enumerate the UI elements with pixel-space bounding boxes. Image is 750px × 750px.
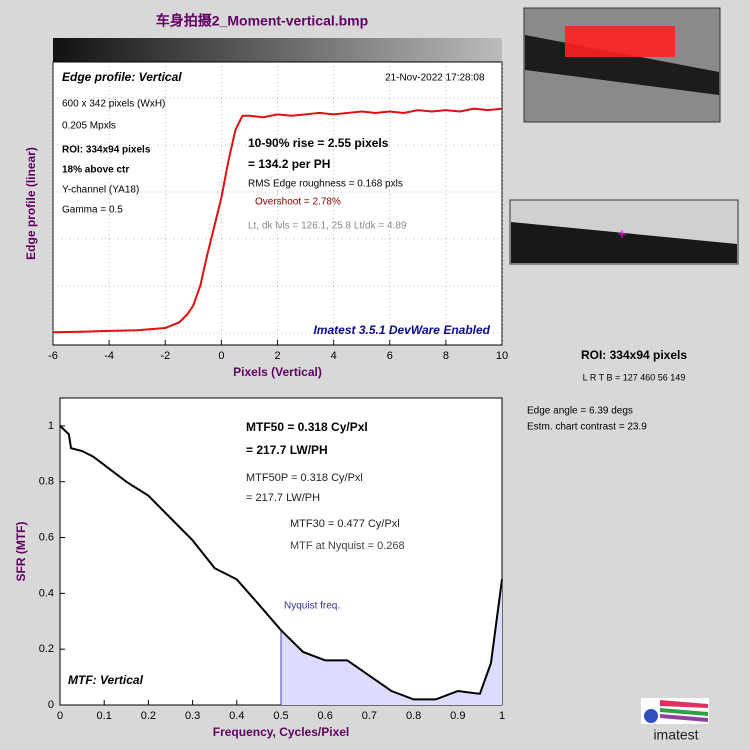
y-tick-label: 0.8 [39, 476, 54, 488]
annotation: Overshoot = 2.78% [255, 197, 341, 208]
x-tick-label: 0.9 [450, 710, 465, 722]
annotation: 21-Nov-2022 17:28:08 [385, 73, 485, 84]
y-tick-label: 0.4 [39, 587, 54, 599]
x-tick-label: 0.5 [273, 710, 288, 722]
thumbnail-top [523, 7, 721, 123]
x-tick-label: 0 [218, 350, 224, 362]
x-tick-label: 6 [387, 350, 393, 362]
x-tick-label: 0.6 [318, 710, 333, 722]
logo-mark [641, 698, 709, 724]
plot-area [52, 61, 503, 346]
x-axis-label: Frequency, Cycles/Pixel [213, 725, 350, 739]
annotation: MTF30 = 0.477 Cy/Pxl [290, 518, 400, 530]
contrast: Estm. chart contrast = 23.9 [527, 422, 647, 433]
annotation: ROI: 334x94 pixels [62, 145, 151, 156]
y-tick-label: 0 [48, 699, 54, 711]
annotation: Nyquist freq. [284, 601, 340, 612]
roi-bounds: L R T B = 127 460 56 149 [583, 372, 686, 382]
annotation: Y-channel (YA18) [62, 185, 139, 196]
annotation: = 134.2 per PH [248, 157, 330, 171]
y-axis-label: SFR (MTF) [14, 522, 28, 582]
annotation: MTF at Nyquist = 0.268 [290, 540, 405, 552]
annotation: = 217.7 LW/PH [246, 492, 320, 504]
annotation: RMS Edge roughness = 0.168 pxls [248, 179, 403, 190]
gray-strip [53, 38, 502, 62]
logo: imatest [653, 727, 698, 743]
x-tick-label: 0.1 [97, 710, 112, 722]
annotation: Lt, dk lvls = 126.1, 25.8 Lt/dk = 4.89 [248, 221, 407, 232]
y-tick-label: 0.6 [39, 531, 54, 543]
x-tick-label: 0.3 [185, 710, 200, 722]
annotation: MTF50P = 0.318 Cy/Pxl [246, 472, 363, 484]
y-tick-label: 0.2 [39, 643, 54, 655]
annotation: 18% above ctr [62, 165, 129, 176]
x-tick-label: 0.8 [406, 710, 421, 722]
annotation: 0.205 Mpxls [62, 121, 116, 132]
x-tick-label: 8 [443, 350, 449, 362]
x-tick-label: 2 [274, 350, 280, 362]
x-tick-label: 4 [331, 350, 337, 362]
series-line [59, 425, 503, 701]
series-line [52, 107, 503, 334]
annotation: = 217.7 LW/PH [246, 443, 328, 457]
roi-label: ROI: 334x94 pixels [581, 348, 687, 362]
y-tick-label: 1 [48, 420, 54, 432]
annotation: MTF: Vertical [68, 673, 144, 687]
annotation: 600 x 342 pixels (WxH) [62, 99, 165, 110]
x-tick-label: -6 [48, 350, 58, 362]
x-tick-label: 10 [496, 350, 508, 362]
x-tick-label: 0.7 [362, 710, 377, 722]
annotation: Gamma = 0.5 [62, 205, 123, 216]
annotation: MTF50 = 0.318 Cy/Pxl [246, 420, 368, 434]
annotation: 10-90% rise = 2.55 pixels [248, 136, 389, 150]
x-tick-label: 0.4 [229, 710, 244, 722]
edge-angle: Edge angle = 6.39 degs [527, 406, 633, 417]
x-tick-label: -4 [104, 350, 114, 362]
annotation: Imatest 3.5.1 DevWare Enabled [313, 323, 490, 337]
nyquist-area [281, 579, 502, 705]
thumbnail-roi [509, 199, 739, 265]
x-axis-label: Pixels (Vertical) [233, 365, 322, 379]
x-tick-label: 0 [57, 710, 63, 722]
annotation: Edge profile: Vertical [62, 70, 182, 84]
y-axis-label: Edge profile (linear) [24, 147, 38, 260]
x-tick-label: 1 [499, 710, 505, 722]
x-tick-label: -2 [160, 350, 170, 362]
window-title: 车身拍摄2_Moment-vertical.bmp [156, 13, 368, 29]
x-tick-label: 0.2 [141, 710, 156, 722]
